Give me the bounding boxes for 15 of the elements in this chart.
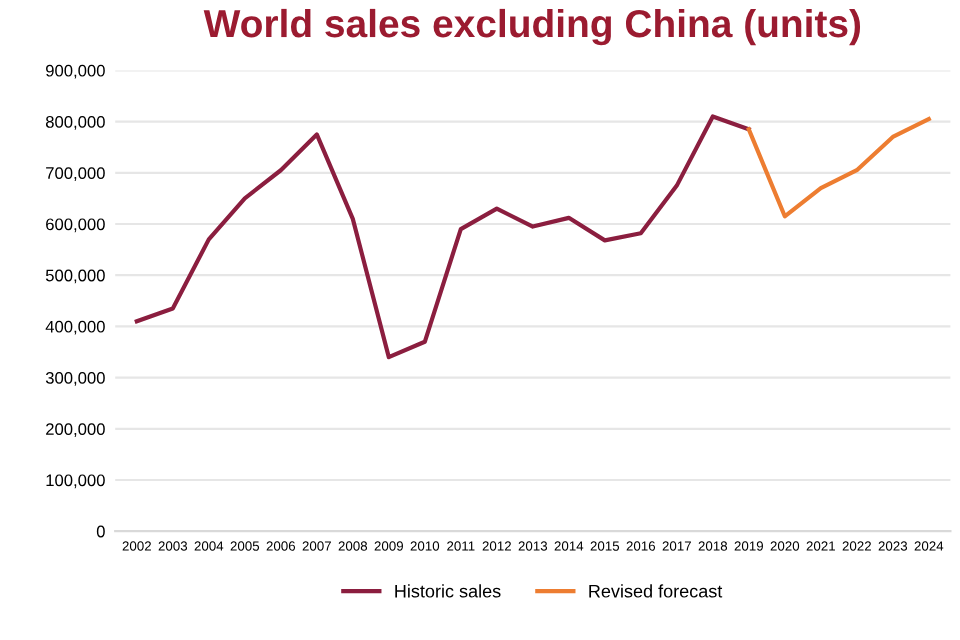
y-tick-label: 600,000 (46, 218, 105, 233)
line-series (134, 114, 751, 360)
y-tick-label: 0 (96, 525, 105, 538)
legend-label: Historic sales (395, 584, 501, 598)
y-tick-label: 900,000 (46, 64, 105, 79)
legend-label: Revised forecast (589, 584, 723, 598)
y-tick-label: 800,000 (45, 116, 105, 130)
y-tick-label: 400,000 (45, 320, 105, 335)
chart-title: World sales excluding China (units) (203, 8, 861, 46)
y-tick-label: 100,000 (46, 474, 105, 489)
line-series (746, 116, 931, 219)
y-tick-label: 500,000 (45, 269, 105, 284)
y-tick-label: 200,000 (46, 423, 105, 437)
y-tick-label: 300,000 (45, 372, 105, 386)
y-tick-label: 700,000 (46, 167, 105, 181)
